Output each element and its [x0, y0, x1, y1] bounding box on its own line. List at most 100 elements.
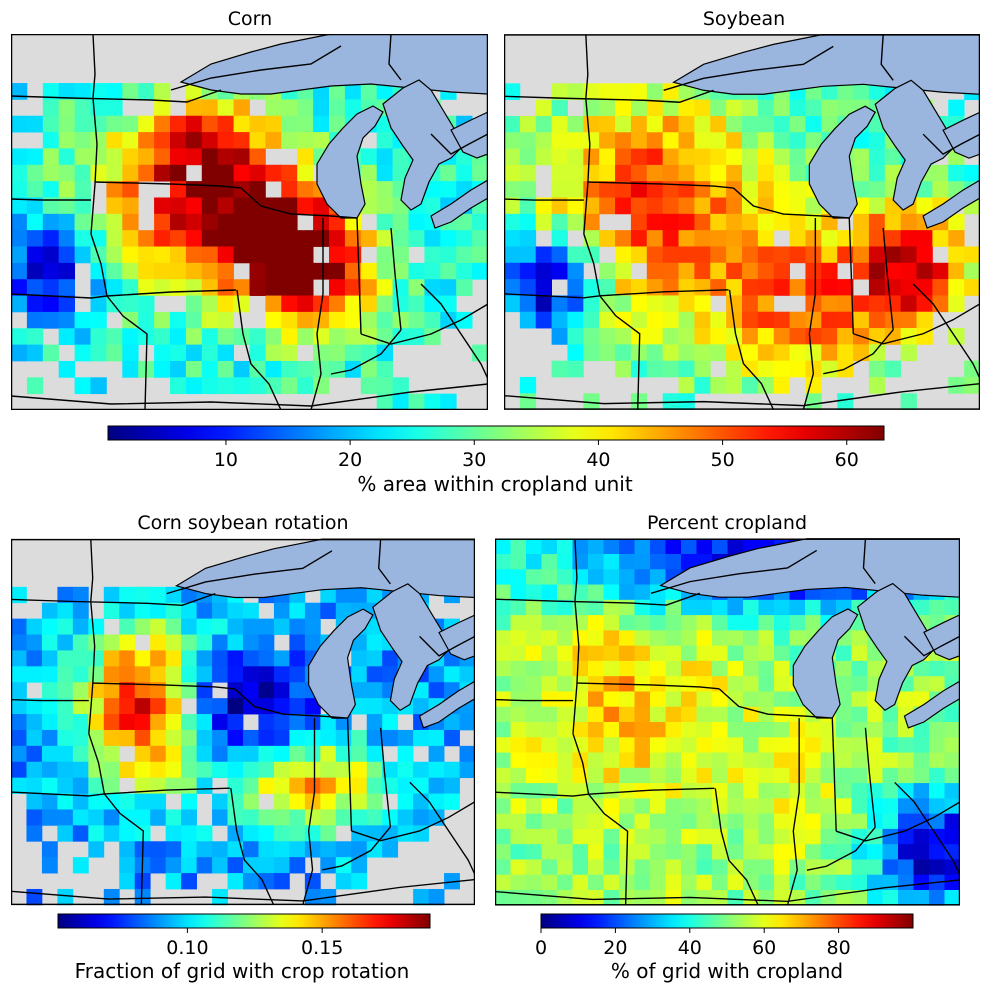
heatmap-cell	[440, 230, 457, 247]
heatmap-cell	[103, 602, 120, 620]
heatmap-cell	[297, 181, 314, 198]
heatmap-cell	[650, 569, 666, 585]
heatmap-cell	[57, 729, 74, 747]
heatmap-cell	[185, 83, 203, 100]
heatmap-cell	[58, 181, 75, 198]
heatmap-cell	[944, 767, 960, 784]
heatmap-cell	[440, 295, 457, 313]
heatmap-cell	[634, 569, 651, 585]
heatmap-cell	[88, 634, 105, 651]
heatmap-cell	[742, 360, 759, 378]
heatmap-cell	[882, 783, 899, 799]
heatmap-cell	[630, 311, 648, 329]
heatmap-cell	[726, 262, 743, 280]
heatmap-cell	[615, 181, 632, 198]
heatmap-cell	[727, 676, 744, 692]
heatmap-cell	[106, 213, 123, 231]
heatmap-cell	[281, 213, 298, 231]
map-soybean	[504, 34, 980, 410]
heatmap-cell	[273, 841, 290, 858]
heatmap-cell	[351, 777, 368, 794]
heatmap-cell	[665, 737, 682, 753]
heatmap-cell	[557, 798, 573, 815]
colorbar-tick-label: 20	[338, 449, 362, 471]
heatmap-cell	[572, 569, 589, 585]
heatmap-cell	[727, 874, 744, 891]
heatmap-cell	[789, 164, 806, 182]
heatmap-cell	[526, 645, 542, 662]
heatmap-cell	[320, 745, 337, 763]
heatmap-cell	[567, 115, 584, 133]
heatmap-cell	[154, 311, 171, 329]
heatmap-cell	[382, 729, 399, 747]
heatmap-cell	[526, 722, 542, 738]
heatmap-cell	[916, 295, 933, 313]
heatmap-cell	[526, 630, 542, 647]
heatmap-cell	[757, 197, 775, 215]
heatmap-cell	[444, 761, 460, 779]
heatmap-cell	[867, 752, 883, 769]
heatmap-cell	[836, 722, 852, 738]
heatmap-cell	[603, 859, 620, 876]
heatmap-cell	[119, 761, 136, 779]
heatmap-cell	[615, 262, 632, 280]
heatmap-cell	[583, 148, 600, 166]
heatmap-cell	[603, 874, 620, 891]
heatmap-cell	[634, 706, 651, 723]
heatmap-cell	[510, 737, 527, 753]
heatmap-cell	[964, 279, 980, 296]
heatmap-cell	[392, 230, 409, 247]
heatmap-cell	[243, 729, 259, 747]
heatmap-cell	[217, 328, 234, 346]
heatmap-cell	[882, 798, 899, 815]
heatmap-cell	[929, 889, 945, 906]
heatmap-cell	[196, 618, 213, 635]
heatmap-cell	[344, 344, 362, 362]
heatmap-cell	[758, 844, 775, 860]
heatmap-cell	[650, 859, 666, 876]
heatmap-cell	[74, 344, 91, 362]
heatmap-cell	[134, 586, 151, 604]
heatmap-cell	[289, 793, 306, 810]
heatmap-cell	[557, 660, 573, 677]
heatmap-cell	[757, 99, 775, 117]
heatmap-cell	[74, 115, 91, 133]
heatmap-cell	[898, 767, 914, 784]
heatmap-cell	[630, 279, 648, 296]
heatmap-cell	[376, 197, 393, 215]
heatmap-cell	[743, 645, 759, 662]
heatmap-cell	[851, 630, 868, 647]
heatmap-cell	[526, 737, 542, 753]
lake-huron	[856, 582, 935, 712]
heatmap-cell	[413, 888, 429, 906]
heatmap-cell	[757, 213, 775, 231]
heatmap-cell	[181, 873, 197, 890]
heatmap-cell	[678, 295, 695, 313]
heatmap-cell	[964, 262, 980, 280]
heatmap-cell	[320, 586, 337, 604]
heatmap-cell	[289, 714, 306, 731]
colorbar-rotation-label: Fraction of grid with crop rotation	[75, 959, 410, 983]
heatmap-cell	[678, 360, 695, 378]
heatmap-cell	[526, 813, 542, 830]
heatmap-cell	[428, 666, 445, 683]
heatmap-cell	[929, 752, 945, 769]
panel-corn: Corn	[11, 8, 488, 410]
heatmap-cell	[258, 618, 275, 635]
heatmap-cell	[26, 279, 44, 296]
heatmap-cell	[233, 377, 250, 395]
heatmap-cell	[472, 344, 488, 362]
heatmap-cell	[297, 230, 314, 247]
heatmap-cell	[289, 729, 306, 747]
heatmap-cell	[567, 132, 584, 149]
heatmap-cell	[557, 844, 573, 860]
heatmap-cell	[526, 874, 542, 891]
heatmap-cell	[122, 262, 139, 280]
heatmap-cell	[541, 828, 558, 845]
heatmap-cell	[289, 602, 306, 620]
heatmap-cell	[694, 344, 711, 362]
heatmap-cell	[757, 295, 775, 313]
heatmap-cell	[867, 844, 883, 860]
border-line	[88, 733, 144, 905]
heatmap-cell	[408, 230, 425, 247]
